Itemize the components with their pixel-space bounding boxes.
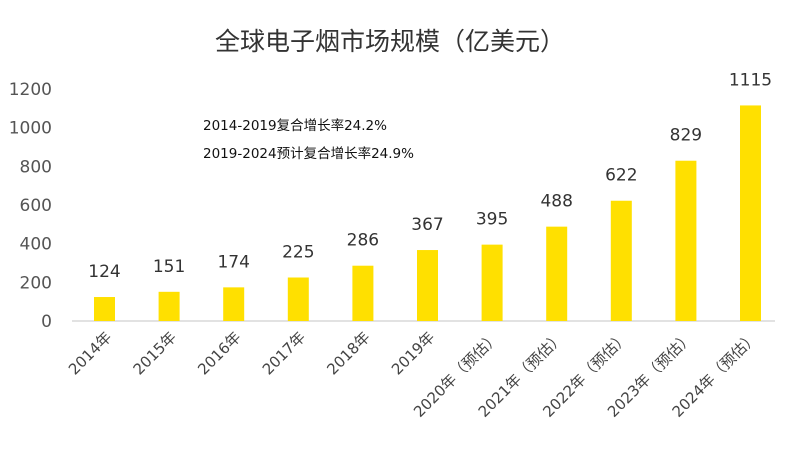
bar	[94, 297, 115, 321]
data-label: 622	[605, 166, 637, 186]
data-label: 395	[476, 210, 508, 230]
data-label: 1115	[729, 70, 772, 90]
y-tick-label: 200	[20, 273, 52, 293]
data-label: 286	[347, 231, 379, 251]
data-label: 124	[88, 262, 120, 282]
x-tick-label: 2016年	[194, 328, 244, 378]
bar	[158, 291, 180, 321]
bar	[546, 226, 568, 321]
x-tick-label: 2015年	[130, 328, 180, 378]
bar	[417, 250, 438, 321]
bar	[481, 244, 503, 321]
bars	[94, 105, 761, 321]
data-label: 225	[282, 243, 314, 263]
data-labels: 124 151 174 225 286 367 395 488 622 829 1115	[88, 70, 772, 282]
y-tick-label: 0	[41, 312, 52, 332]
chart-title: 全球电子烟市场规模（亿美元）	[215, 27, 565, 56]
x-tick-label: 2018年	[323, 328, 373, 378]
x-tick-label: 2017年	[259, 328, 309, 378]
y-tick-label: 800	[20, 157, 52, 177]
bar	[352, 265, 374, 321]
y-tick-label: 400	[20, 235, 52, 255]
y-tick-label: 1000	[9, 119, 52, 139]
data-label: 151	[153, 257, 185, 277]
x-axis-ticks: 2014年 2015年 2016年 2017年 2018年 2019年2020年（预估）2…	[65, 328, 761, 421]
data-label: 174	[217, 252, 249, 272]
watermark: 知乎 @reganyang	[575, 409, 757, 433]
annotation-cagr-2019-2024: 2019-2024预计复合增长率24.9%	[203, 145, 414, 162]
bar	[610, 200, 632, 321]
bar	[287, 277, 309, 321]
x-tick-label: 2019年	[388, 328, 438, 378]
data-label: 488	[540, 192, 572, 212]
data-label: 367	[411, 215, 443, 235]
y-axis-ticks: 0 200 400 600 800 1000 1200	[9, 80, 52, 332]
annotation-cagr-2014-2019: 2014-2019复合增长率24.2%	[203, 117, 387, 134]
y-tick-label: 600	[20, 196, 52, 216]
bar	[223, 287, 245, 321]
bar	[740, 105, 761, 321]
bar	[675, 160, 697, 321]
y-tick-label: 1200	[9, 80, 52, 100]
x-tick-label: 2014年	[65, 328, 115, 378]
data-label: 829	[670, 126, 702, 146]
